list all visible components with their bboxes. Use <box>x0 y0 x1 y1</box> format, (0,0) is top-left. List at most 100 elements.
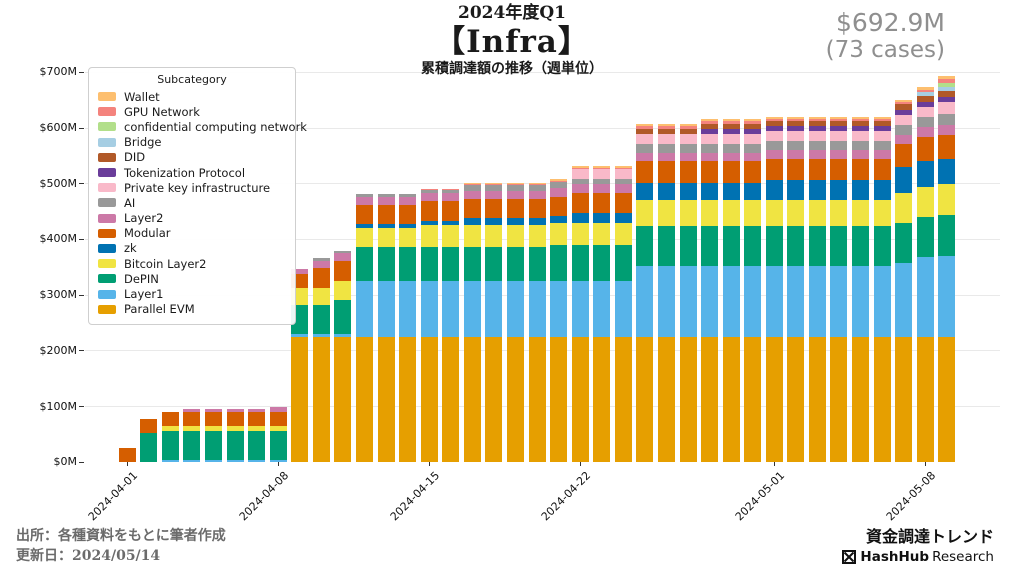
bar-segment <box>593 193 611 213</box>
bar-segment <box>808 119 826 122</box>
legend-item: Parallel EVM <box>98 302 286 317</box>
bar-segment <box>895 125 913 135</box>
bar-segment <box>787 265 805 337</box>
legend-item: AI <box>98 195 286 210</box>
bar-segment <box>571 280 589 337</box>
bar-segment <box>528 336 546 463</box>
legend-swatch <box>98 274 116 284</box>
y-axis-tick-label: $400M <box>39 232 78 246</box>
bar-segment <box>701 123 719 129</box>
bar-segment <box>852 225 870 266</box>
x-axis-tick-label: 2024-05-01 <box>733 469 788 524</box>
bar-segment <box>830 141 848 151</box>
bar-segment <box>291 333 309 337</box>
bar-segment <box>420 336 438 463</box>
bar-segment <box>873 180 891 201</box>
bar-segment <box>118 448 136 463</box>
legend-label: Private key infrastructure <box>124 180 271 195</box>
fiscal-quarter-label: 2024年度Q1 <box>458 3 566 23</box>
bar-segment <box>830 336 848 463</box>
legend-label: GPU Network <box>124 104 200 119</box>
bar-segment <box>593 167 611 169</box>
bar-segment <box>787 119 805 122</box>
bar-segment <box>787 180 805 201</box>
bar-segment <box>485 336 503 463</box>
bar-segment <box>787 121 805 127</box>
y-axis-tick-label: $600M <box>39 121 78 134</box>
bar-segment <box>420 190 438 194</box>
bar-segment <box>506 190 524 199</box>
bar-segment <box>765 121 783 127</box>
bar-segment <box>765 141 783 151</box>
bar-segment <box>356 280 374 337</box>
y-tick-mark <box>79 238 84 240</box>
trend-series-label: 資金調達トレンド <box>865 527 994 546</box>
bar-segment <box>269 412 287 427</box>
bar-segment <box>485 280 503 337</box>
bar-segment <box>571 222 589 245</box>
legend-item: Layer1 <box>98 286 286 301</box>
y-axis-tick-label: $700M <box>39 65 78 79</box>
bar-segment <box>852 141 870 151</box>
bar-segment <box>787 336 805 463</box>
bar-segment <box>248 426 266 432</box>
bar-segment <box>636 124 654 127</box>
bar-segment <box>420 280 438 337</box>
bar-segment <box>248 431 266 461</box>
bar-segment <box>938 124 956 136</box>
bar-segment <box>593 178 611 185</box>
bar-segment <box>377 204 395 225</box>
bar-segment <box>614 178 632 185</box>
bar-segment <box>744 143 762 153</box>
bar-segment <box>614 184 632 194</box>
legend-item: Layer2 <box>98 211 286 226</box>
bar-segment <box>701 143 719 153</box>
chart-header: 2024年度Q1 【Infra】 累積調達額の推移（週単位） <box>0 2 1024 78</box>
bar-segment <box>420 220 438 225</box>
legend-label: DID <box>124 150 146 165</box>
bar-segment <box>485 247 503 281</box>
legend-swatch <box>98 183 116 193</box>
bar-segment <box>765 131 783 142</box>
bar-segment <box>701 133 719 144</box>
bar-segment <box>399 194 417 198</box>
bar-segment <box>485 198 503 219</box>
bar-segment <box>679 182 697 201</box>
bar-segment <box>657 124 675 127</box>
bar-segment <box>938 76 956 79</box>
bar-segment <box>550 187 568 197</box>
bar-segment <box>701 336 719 463</box>
bar-segment <box>377 247 395 281</box>
bar-segment <box>765 200 783 226</box>
bar-segment <box>571 212 589 223</box>
bar-segment <box>463 280 481 337</box>
x-tick-mark <box>278 462 280 467</box>
bar-segment <box>765 225 783 266</box>
bar-segment <box>808 159 826 181</box>
bar-segment <box>722 200 740 226</box>
bar-segment <box>463 224 481 248</box>
bar-segment <box>463 218 481 225</box>
legend-item: Bridge <box>98 135 286 150</box>
bar-segment <box>808 265 826 337</box>
bar-segment <box>528 182 546 185</box>
bar-segment <box>528 198 546 219</box>
y-axis-tick-label: $0M <box>53 455 78 469</box>
legend-label: Tokenization Protocol <box>124 165 246 180</box>
bar-segment <box>442 220 460 225</box>
bar-segment <box>226 412 244 427</box>
legend-label: zk <box>124 241 137 256</box>
bar-segment <box>744 128 762 134</box>
bar-segment <box>830 131 848 142</box>
bar-segment <box>722 123 740 129</box>
bar-segment <box>420 193 438 201</box>
bar-segment <box>334 280 352 301</box>
bar-segment <box>808 225 826 266</box>
bar-segment <box>895 143 913 167</box>
bar-segment <box>701 265 719 337</box>
x-tick-mark <box>127 462 129 467</box>
bar-segment <box>722 161 740 183</box>
bar-segment <box>895 115 913 126</box>
bar-segment <box>485 182 503 185</box>
bar-segment <box>614 193 632 213</box>
